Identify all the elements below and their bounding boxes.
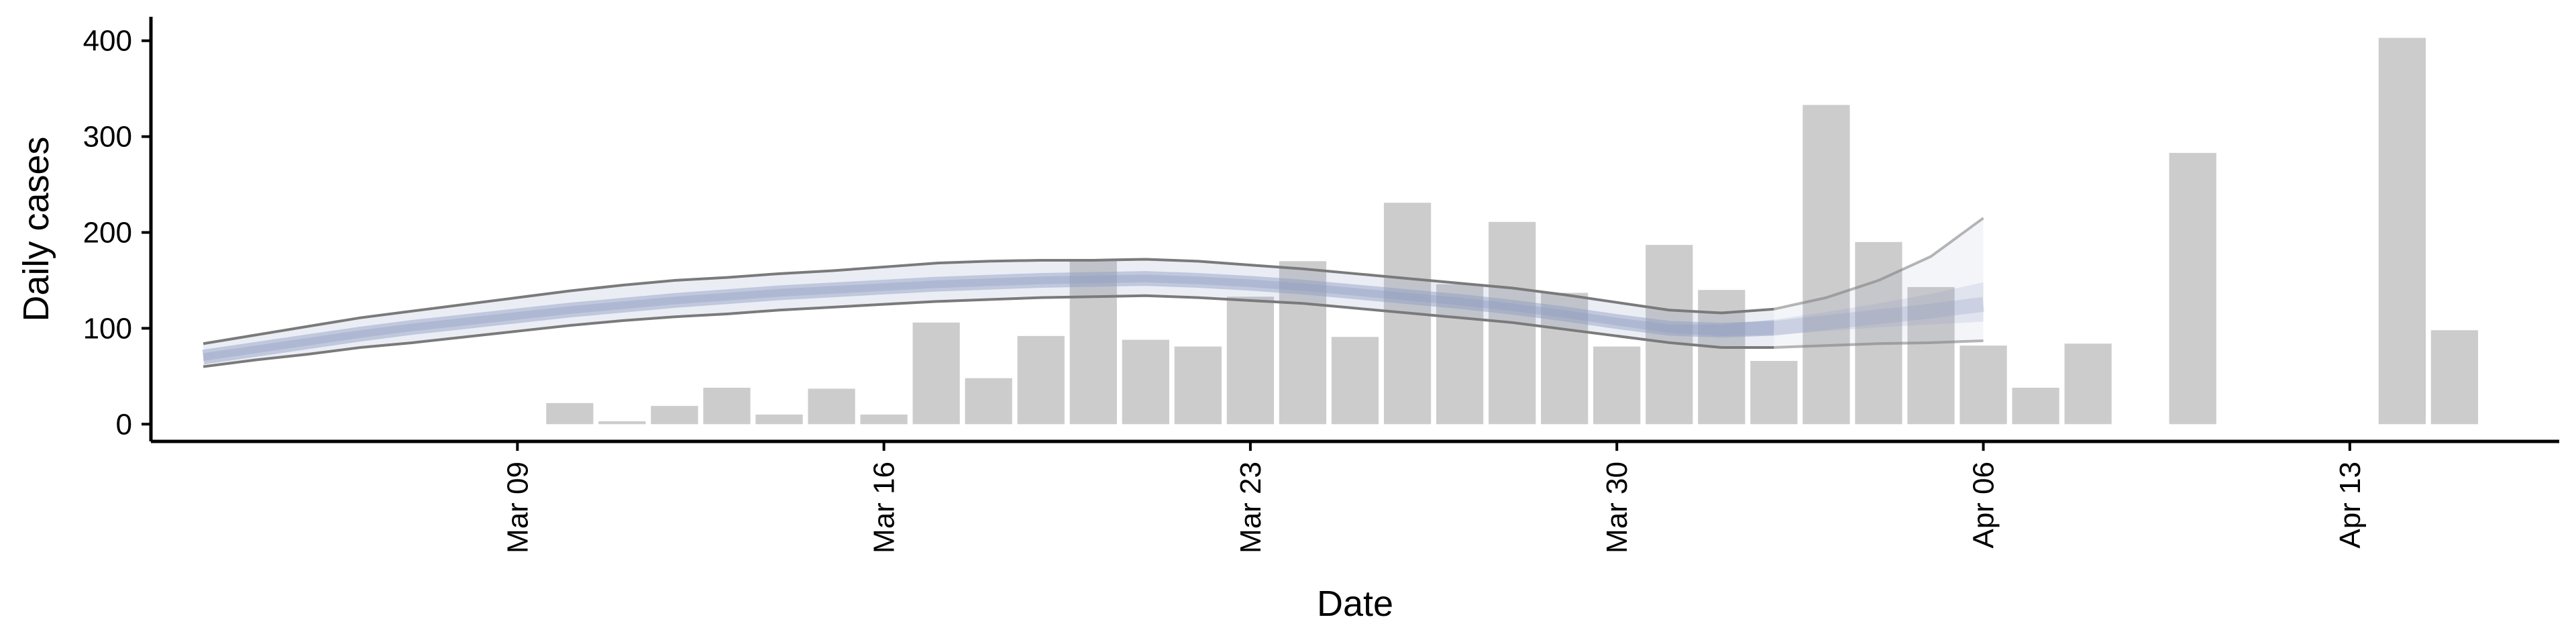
bar bbox=[2012, 387, 2059, 425]
bar bbox=[1593, 346, 1641, 425]
axes-layer bbox=[149, 17, 2559, 443]
bar bbox=[1122, 339, 1169, 425]
estimate-inner-band bbox=[203, 274, 1774, 361]
estimate-lower-line bbox=[203, 294, 1774, 368]
forecast-median-line bbox=[1773, 297, 1984, 336]
bar bbox=[1331, 337, 1379, 425]
bar bbox=[1646, 245, 1693, 425]
x-axis-title: Date bbox=[1317, 584, 1393, 624]
bar bbox=[965, 378, 1012, 425]
forecast-upper-line bbox=[1773, 217, 1984, 311]
bar bbox=[2064, 343, 2112, 425]
bar bbox=[912, 322, 960, 425]
y-tick-label: 400 bbox=[83, 25, 132, 58]
y-axis-title: Daily cases bbox=[16, 136, 56, 321]
y-tick-label: 0 bbox=[116, 408, 132, 441]
bar bbox=[1436, 284, 1484, 425]
estimate-median-line bbox=[202, 271, 1774, 365]
y-tick-label: 200 bbox=[83, 217, 132, 250]
bar bbox=[1698, 290, 1746, 425]
bar bbox=[598, 421, 646, 425]
bar bbox=[2169, 152, 2216, 425]
bar bbox=[2430, 330, 2479, 425]
bar bbox=[651, 406, 698, 425]
y-tick-label: 300 bbox=[83, 121, 132, 154]
bar bbox=[1174, 346, 1222, 425]
estimate-lines-layer bbox=[202, 217, 1984, 368]
estimate-outer-band bbox=[203, 259, 1774, 367]
x-ticks: Mar 09 Mar 16 Mar 23 Mar 30 Apr 06 Apr 13 bbox=[501, 441, 2367, 553]
bar bbox=[860, 414, 908, 425]
y-tick-label: 100 bbox=[83, 312, 132, 345]
estimate-band-layer bbox=[203, 218, 1984, 367]
estimate-upper-line bbox=[203, 258, 1774, 345]
forecast-inner-band bbox=[1774, 282, 1984, 335]
bar bbox=[1279, 261, 1327, 425]
bar bbox=[2378, 38, 2426, 425]
bar bbox=[546, 402, 594, 425]
bar bbox=[808, 388, 855, 425]
bar bbox=[1803, 105, 1850, 425]
bar bbox=[755, 414, 803, 425]
bar bbox=[1541, 292, 1589, 425]
bar bbox=[1069, 259, 1117, 425]
x-tick-label: Mar 09 bbox=[501, 462, 534, 553]
forecast-outer-band bbox=[1774, 218, 1984, 347]
bar bbox=[703, 387, 751, 425]
x-tick-label: Mar 23 bbox=[1234, 462, 1267, 553]
x-tick-label: Apr 06 bbox=[1968, 462, 2000, 549]
bars-layer bbox=[546, 38, 2479, 425]
x-tick-label: Apr 13 bbox=[2334, 462, 2367, 549]
y-ticks: 0 100 200 300 400 bbox=[83, 25, 151, 441]
bar bbox=[1017, 335, 1065, 425]
bar bbox=[1226, 297, 1275, 425]
x-tick-label: Mar 30 bbox=[1601, 462, 1633, 553]
bar bbox=[1960, 345, 2007, 425]
forecast-lower-line bbox=[1774, 339, 1984, 349]
bar bbox=[1907, 286, 1955, 425]
bar bbox=[1750, 360, 1798, 425]
x-tick-label: Mar 16 bbox=[868, 462, 901, 553]
